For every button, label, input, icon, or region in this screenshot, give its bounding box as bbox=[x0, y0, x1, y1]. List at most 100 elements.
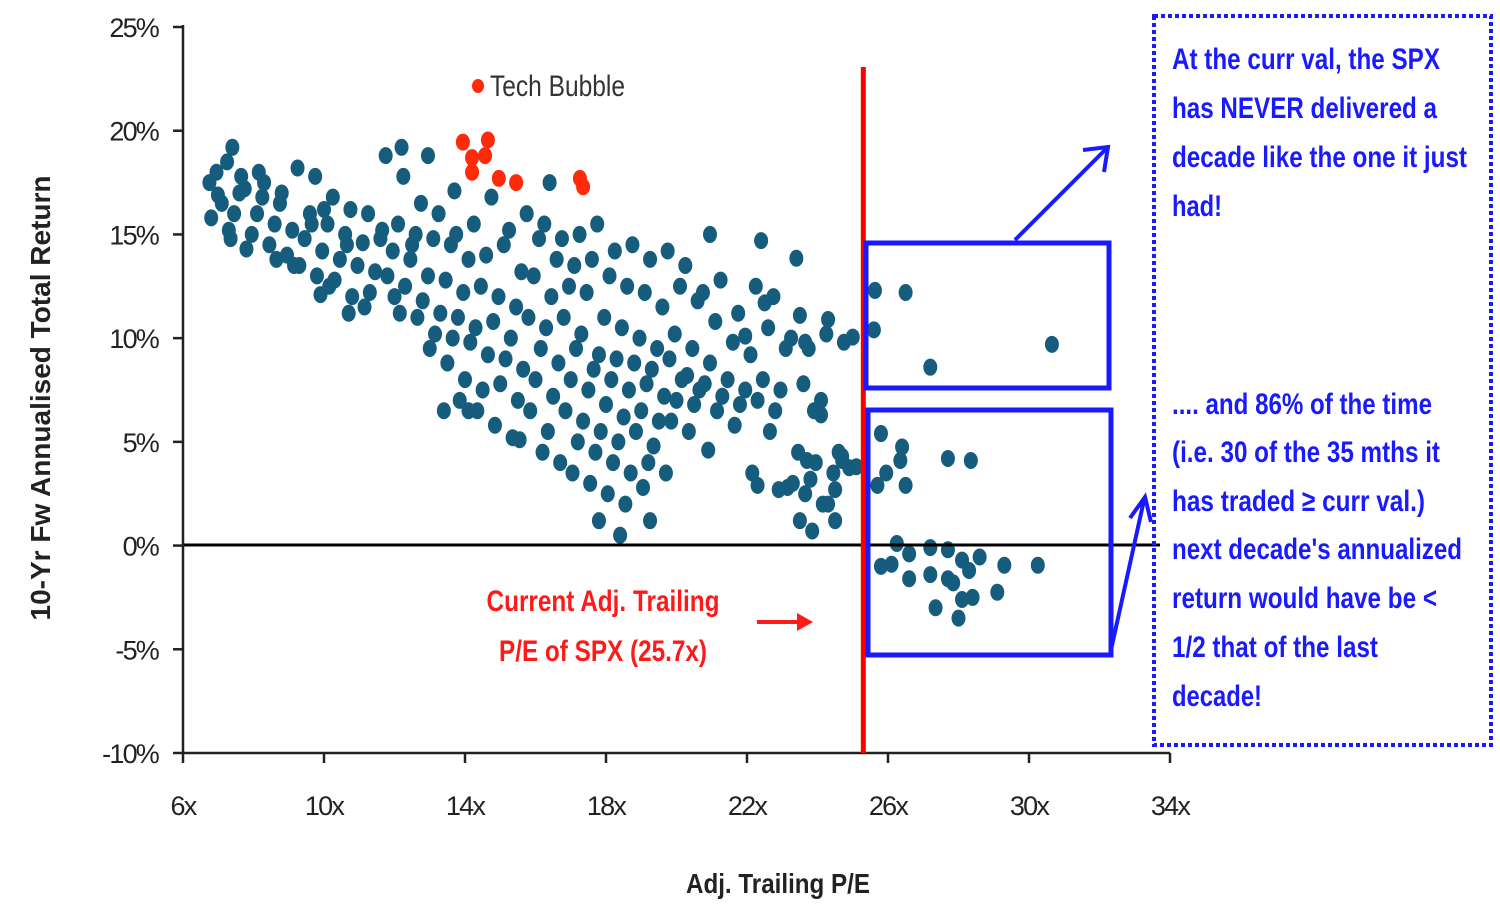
history-point bbox=[394, 138, 409, 156]
y-tick-label: 0% bbox=[123, 532, 160, 562]
history-point bbox=[607, 242, 622, 260]
highlight-box-bottom bbox=[865, 407, 1114, 658]
history-point bbox=[990, 583, 1005, 601]
history-point bbox=[664, 412, 679, 430]
history-point bbox=[750, 476, 765, 494]
history-point bbox=[940, 449, 955, 467]
history-point bbox=[345, 288, 360, 306]
history-point bbox=[928, 599, 943, 617]
history-point bbox=[898, 284, 913, 302]
history-point bbox=[606, 454, 621, 472]
history-point bbox=[297, 230, 312, 248]
history-point bbox=[586, 360, 601, 378]
history-point bbox=[720, 371, 735, 389]
history-point bbox=[463, 333, 478, 351]
history-point bbox=[965, 588, 980, 606]
history-point bbox=[879, 464, 894, 482]
tech-bubble-point bbox=[491, 169, 506, 187]
history-point bbox=[604, 371, 619, 389]
history-point bbox=[523, 402, 538, 420]
y-tick-label: -10% bbox=[102, 739, 160, 769]
history-point bbox=[902, 570, 917, 588]
tech-bubble-point bbox=[455, 133, 470, 151]
history-point bbox=[556, 308, 571, 326]
bottom-note-line: (i.e. 30 of the 35 mths it bbox=[1172, 436, 1440, 469]
history-point bbox=[590, 215, 605, 233]
current-label-line-1: Current Adj. Trailing bbox=[487, 585, 720, 618]
history-point bbox=[641, 454, 656, 472]
history-point bbox=[528, 371, 543, 389]
history-point bbox=[339, 236, 354, 254]
history-point bbox=[620, 277, 635, 295]
history-point bbox=[955, 591, 970, 609]
history-point bbox=[727, 416, 742, 434]
tech-bubble-point bbox=[576, 178, 591, 196]
history-point bbox=[588, 443, 603, 461]
history-point bbox=[1030, 556, 1045, 574]
history-point bbox=[468, 319, 483, 337]
history-point bbox=[574, 325, 589, 343]
history-point bbox=[898, 476, 913, 494]
history-point bbox=[267, 215, 282, 233]
history-point bbox=[368, 263, 383, 281]
history-point bbox=[519, 205, 534, 223]
history-point bbox=[456, 284, 471, 302]
history-point bbox=[341, 304, 356, 322]
history-point bbox=[502, 221, 517, 239]
history-point bbox=[761, 319, 776, 337]
x-tick-label: 26x bbox=[869, 791, 909, 821]
history-point bbox=[628, 422, 643, 440]
history-point bbox=[290, 159, 305, 177]
history-point bbox=[509, 298, 524, 316]
history-point bbox=[845, 328, 860, 346]
history-point bbox=[799, 452, 814, 470]
history-point bbox=[420, 147, 435, 165]
history-point bbox=[579, 284, 594, 302]
history-point bbox=[1044, 335, 1059, 353]
x-tick-label: 30x bbox=[1010, 791, 1050, 821]
history-point bbox=[309, 267, 324, 285]
history-point bbox=[398, 277, 413, 295]
x-tick-label: 10x bbox=[305, 791, 345, 821]
history-point bbox=[785, 474, 800, 492]
x-tick-label: 22x bbox=[728, 791, 768, 821]
history-point bbox=[796, 375, 811, 393]
history-point bbox=[533, 340, 548, 358]
history-point bbox=[762, 422, 777, 440]
history-point bbox=[304, 215, 319, 233]
history-point bbox=[600, 485, 615, 503]
history-point bbox=[496, 236, 511, 254]
top-note-line: decade like the one it just bbox=[1172, 141, 1467, 174]
history-point bbox=[521, 308, 536, 326]
history-point bbox=[678, 257, 693, 275]
history-point bbox=[540, 422, 555, 440]
history-point bbox=[516, 360, 531, 378]
history-point bbox=[623, 464, 638, 482]
history-point bbox=[805, 522, 820, 540]
history-point bbox=[413, 194, 428, 212]
history-point bbox=[486, 313, 501, 331]
note-box bbox=[1152, 14, 1493, 747]
history-point bbox=[387, 288, 402, 306]
history-point bbox=[396, 167, 411, 185]
history-point bbox=[554, 230, 569, 248]
tech-bubble-point bbox=[478, 147, 493, 165]
history-point bbox=[602, 267, 617, 285]
history-point bbox=[447, 182, 462, 200]
history-point bbox=[842, 459, 857, 477]
history-point bbox=[625, 236, 640, 254]
history-point bbox=[697, 375, 712, 393]
x-axis-title: Adj. Trailing P/E bbox=[686, 868, 870, 899]
history-point bbox=[313, 286, 328, 304]
history-point bbox=[789, 249, 804, 267]
y-tick-label: 10% bbox=[109, 324, 159, 354]
history-point bbox=[660, 242, 675, 260]
history-point bbox=[535, 443, 550, 461]
history-point bbox=[621, 381, 636, 399]
history-point bbox=[450, 308, 465, 326]
history-point bbox=[537, 215, 552, 233]
top-note: At the curr val, the SPX has NEVER deliv… bbox=[1172, 43, 1467, 223]
history-point bbox=[639, 375, 654, 393]
current-pe-annotation: Current Adj. Trailing P/E of SPX (25.7x) bbox=[487, 585, 813, 668]
history-point bbox=[597, 308, 612, 326]
